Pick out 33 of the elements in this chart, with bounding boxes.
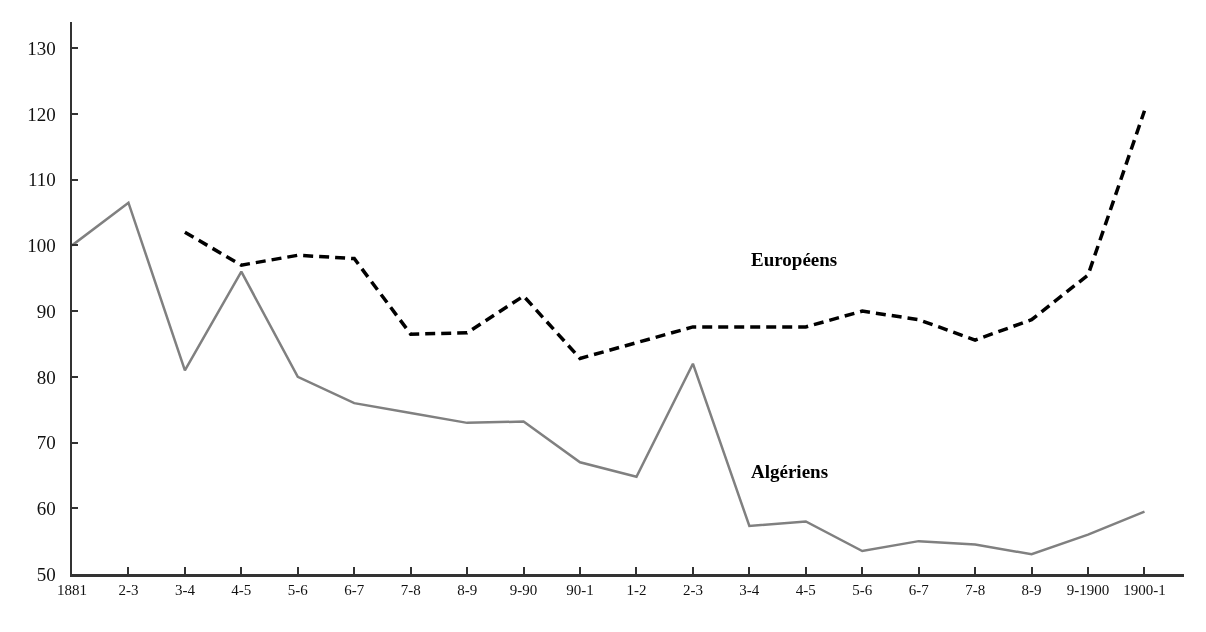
y-tick-label: 90 [36,300,56,322]
x-tick-label: 7-8 [400,581,421,598]
x-tick-label: 8-9 [457,581,478,598]
x-tick-label: 4-5 [795,581,816,598]
x-tick-label: 2-3 [682,581,703,598]
series-label: Algériens [751,461,829,482]
y-tick-label: 70 [36,432,56,454]
y-tick-label: 120 [27,103,56,125]
y-tick-label: 50 [36,563,56,585]
line-series [72,201,1146,556]
x-tick-label: 9-1900 [1066,581,1110,598]
y-tick-label: 60 [36,497,56,519]
x-tick-label: 3-4 [174,581,196,598]
text: Européens [751,249,838,270]
x-tick-label: 1900-1 [1123,581,1166,598]
x-tick-label: 7-8 [965,581,986,598]
x-tick-label: 1-2 [626,581,647,598]
x-tick-label: 8-9 [1021,581,1042,598]
x-tick-label: 5-6 [852,581,873,598]
x-tick-label: 1881 [57,581,87,598]
x-tick-label: 3-4 [739,581,760,598]
line-series [183,108,1147,361]
y-tick-label: 110 [27,169,56,191]
x-tick-label: 4-5 [231,581,252,598]
y-tick-label: 130 [27,37,56,59]
y-tick-label: 80 [36,366,56,388]
x-tick-label: 6-7 [908,581,930,598]
x-tick-label: 9-90 [509,581,538,598]
x-tick-label: 90-1 [566,581,594,598]
x-tick-label: 6-7 [344,581,365,598]
x-tick-label: 5-6 [287,581,309,598]
y-tick-label: 100 [27,235,56,257]
x-tick-label: 2-3 [118,581,139,598]
